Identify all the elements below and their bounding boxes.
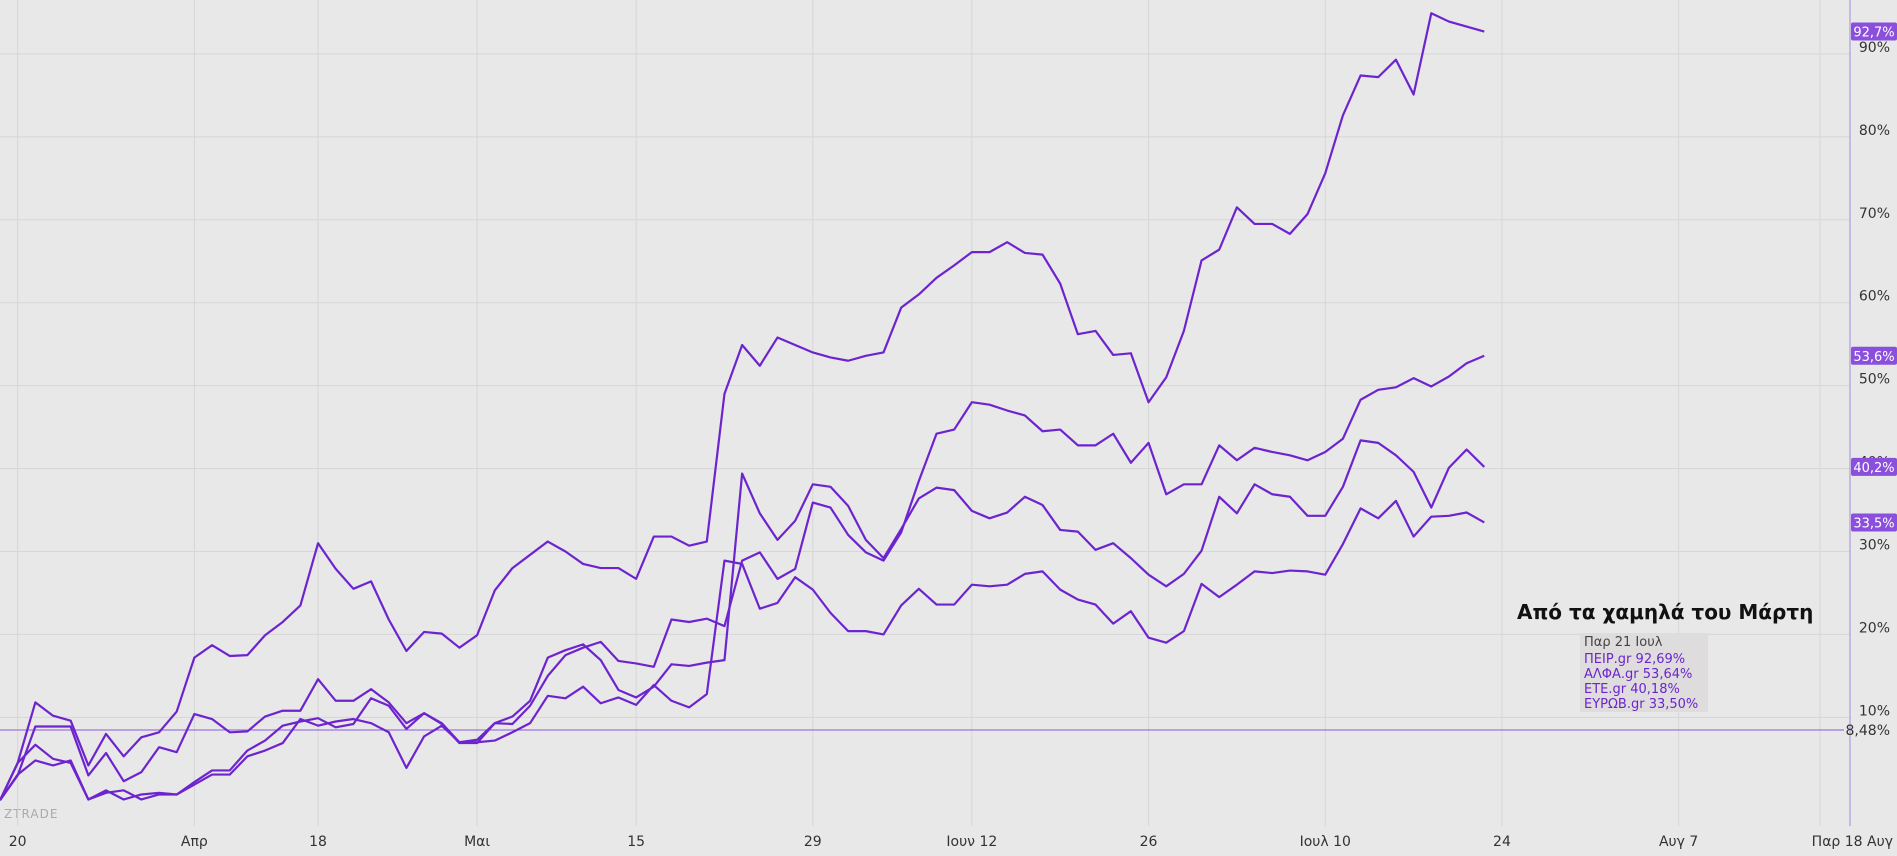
legend-value: 40,18% [1630,682,1680,697]
x-tick-label: 26 [1140,834,1158,850]
series-line [0,354,1485,801]
reference-label: 8,48% [1846,723,1890,739]
y-tick-label: 70% [1859,206,1890,222]
y-tick-label: 10% [1859,703,1890,719]
annotation-title: Από τα χαμηλά του Μάρτη [1517,600,1813,624]
legend-name: ΑΛΦΑ.gr [1584,667,1639,682]
value-badge-label: 92,7% [1853,26,1894,41]
value-badge-label: 53,6% [1853,350,1894,365]
series-line [0,439,1486,801]
x-tick-label: 20 [9,834,27,850]
value-badge [1851,457,1897,476]
x-tick-label: 18 [309,834,327,850]
legend-name: ΕΥΡΩΒ.gr [1584,697,1645,712]
legend-date: Παρ 21 Ιουλ [1584,635,1663,650]
x-tick-label: Ιουν 12 [946,834,997,850]
x-tick-label: Μαι [464,834,490,850]
legend-entry: ΠΕΙΡ.gr 92,69% [1584,652,1685,667]
value-badge-label: 40,2% [1853,461,1894,476]
x-tick-label: 29 [804,834,822,850]
y-tick-label: 30% [1859,537,1890,553]
legend-value: 53,64% [1643,667,1693,682]
legend-value: 33,50% [1649,697,1699,712]
x-tick-label: Παρ 18 Αυγ [1812,834,1893,850]
legend-name: ΕΤΕ.gr [1584,682,1627,697]
y-tick-label: 50% [1859,372,1890,388]
value-badge [1851,513,1897,532]
legend-entry: ΕΥΡΩΒ.gr 33,50% [1584,697,1698,712]
value-badge [1851,22,1897,41]
legend-entry: ΕΤΕ.gr 40,18% [1584,682,1680,697]
y-tick-label: 60% [1859,289,1890,305]
y-tick-label: 90% [1859,40,1890,56]
x-tick-label: 24 [1493,834,1511,850]
x-tick-label: Αυγ 7 [1659,834,1698,850]
watermark: ZTRADE [4,807,58,821]
series-line [0,12,1485,801]
legend-name: ΠΕΙΡ.gr [1584,652,1632,667]
series-line [0,499,1485,801]
legend-box [1580,633,1708,712]
value-badge [1851,346,1897,365]
x-tick-label: Απρ [181,834,208,850]
x-tick-label: 15 [627,834,645,850]
legend-entry: ΑΛΦΑ.gr 53,64% [1584,667,1692,682]
legend-value: 92,69% [1636,652,1686,667]
y-tick-label: 20% [1859,620,1890,636]
value-badge-label: 33,5% [1853,516,1894,531]
y-tick-label: 80% [1859,123,1890,139]
x-tick-label: Ιουλ 10 [1300,834,1351,850]
